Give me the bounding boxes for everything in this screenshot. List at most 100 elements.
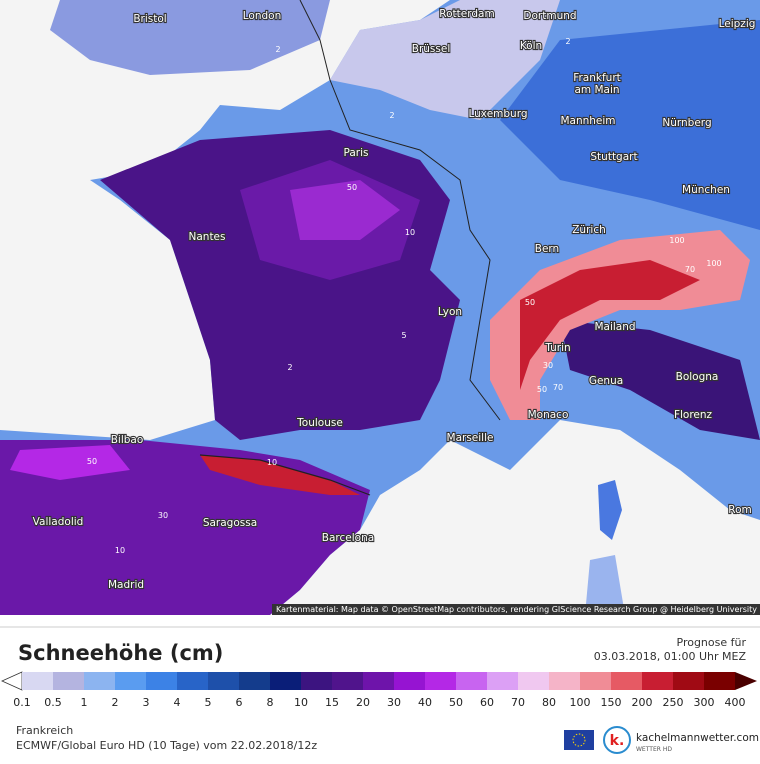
legend-tick: 100 [570, 696, 591, 709]
logo-mark: k. [610, 733, 625, 749]
corsica [598, 480, 622, 540]
legend-tick: 2 [112, 696, 119, 709]
city: Frankfurt [573, 72, 621, 84]
city: Saragossa [203, 517, 257, 529]
color-bin [115, 672, 146, 690]
city: Rom [728, 504, 751, 516]
contour-label: 100 [669, 236, 684, 245]
legend-tick: 80 [542, 696, 556, 709]
brand: kachelmannwetter.com [636, 732, 759, 744]
color-bin [301, 672, 332, 690]
legend-tick: 200 [632, 696, 653, 709]
uk-land [50, 0, 330, 75]
color-bin [84, 672, 115, 690]
legend-tick: 1 [81, 696, 88, 709]
city: Genua [589, 375, 623, 387]
city: Leipzig [719, 18, 756, 30]
color-bin [208, 672, 239, 690]
city: Stuttgart [590, 151, 637, 163]
legend-tick: 250 [663, 696, 684, 709]
legend-tick: 300 [694, 696, 715, 709]
color-bin [270, 672, 301, 690]
contour-label: 30 [543, 361, 553, 370]
city: Dortmund [523, 10, 576, 22]
city: Mannheim [560, 115, 615, 127]
contour-label: 2 [389, 111, 394, 120]
border [299, 0, 501, 421]
city: Lyon [438, 306, 462, 318]
contour-label: 50 [525, 298, 535, 307]
legend-tick: 8 [267, 696, 274, 709]
snow-area [520, 260, 700, 390]
brand-sub: WETTER HD [636, 746, 672, 753]
snow-area [10, 445, 130, 480]
color-bin [22, 672, 53, 690]
color-bin [518, 672, 549, 690]
contour-label: 50 [347, 183, 357, 192]
city-labels: Bristol London Rotterdam Dortmund Brüsse… [32, 7, 757, 592]
contour-label: 100 [706, 259, 721, 268]
contour-label: 70 [553, 383, 563, 392]
color-bin [239, 672, 270, 690]
sardinia [585, 555, 625, 615]
over-arrow [735, 672, 757, 690]
legend-title: Schneehöhe (cm) [18, 641, 223, 665]
legend-tick: 30 [387, 696, 401, 709]
city: Brüssel [412, 43, 451, 55]
city: Madrid [108, 579, 144, 591]
sea [0, 0, 450, 440]
contour-label: 2 [275, 45, 280, 54]
legend-tick: 40 [418, 696, 432, 709]
model: ECMWF/Global Euro HD (10 Tage) vom 22.02… [16, 739, 317, 752]
city: am Main [574, 84, 619, 96]
legend-tick: 5 [205, 696, 212, 709]
color-bin [456, 672, 487, 690]
attribution: Kartenmaterial: Map data © OpenStreetMap… [276, 605, 757, 614]
color-bin [704, 672, 735, 690]
city: Nantes [189, 231, 226, 243]
color-bin [580, 672, 611, 690]
color-bin [53, 672, 84, 690]
contour-label: 50 [537, 385, 547, 394]
city: Bilbao [111, 434, 144, 446]
color-bin [549, 672, 580, 690]
city: Rotterdam [439, 8, 494, 20]
color-bin [332, 672, 363, 690]
contour-label: 30 [158, 511, 168, 520]
color-bin [642, 672, 673, 690]
city: London [243, 10, 282, 22]
city: Mailand [594, 321, 635, 333]
city: Barcelona [322, 532, 374, 544]
legend-tick: 400 [725, 696, 746, 709]
city: Bologna [676, 371, 719, 383]
legend-tick: 150 [601, 696, 622, 709]
under-arrow [1, 671, 23, 691]
legend-tick: 6 [236, 696, 243, 709]
legend-tick: 70 [511, 696, 525, 709]
legend-tick: 4 [174, 696, 181, 709]
color-bin [487, 672, 518, 690]
low-snow-area [330, 0, 560, 120]
contour-label: 5 [401, 331, 406, 340]
color-bin [363, 672, 394, 690]
region: Frankreich [16, 724, 73, 737]
contour-labels: 2 2 2 50 10 5 100 100 70 50 50 70 30 10 50 30 10 2 [87, 37, 722, 555]
contour-label: 2 [565, 37, 570, 46]
city: Florenz [674, 409, 713, 421]
city: Zürich [572, 224, 606, 236]
city: Bristol [133, 13, 166, 25]
sea [270, 420, 760, 615]
city: Turin [544, 342, 570, 354]
legend-tick: 3 [143, 696, 150, 709]
color-bin [146, 672, 177, 690]
legend-tick: 15 [325, 696, 339, 709]
eu-flag [564, 730, 594, 750]
snow-area [290, 180, 400, 240]
eu-stars [572, 733, 586, 747]
city: Köln [520, 40, 542, 52]
city: Toulouse [296, 417, 343, 429]
color-bin [611, 672, 642, 690]
contour-label: 10 [115, 546, 125, 555]
map: Kartenmaterial: Map data © OpenStreetMap… [0, 0, 760, 615]
